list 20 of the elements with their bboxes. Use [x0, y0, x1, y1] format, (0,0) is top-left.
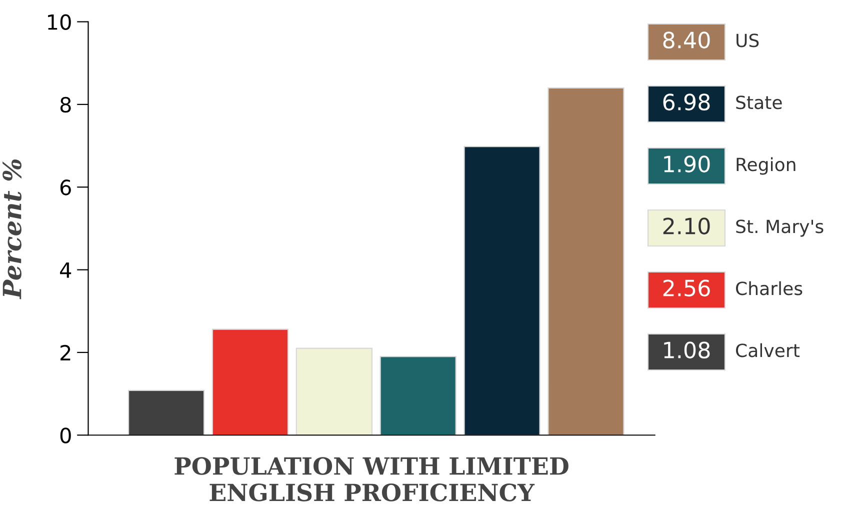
y-tick-label: 6 — [60, 180, 71, 196]
y-axis-title: Percent % — [2, 160, 22, 300]
legend-label: St. Mary's — [736, 220, 824, 237]
text: 8.40 — [663, 32, 710, 48]
text: 1.90 — [664, 156, 710, 172]
legend-label: Region — [736, 157, 796, 175]
y-tick-label: 2 — [60, 344, 70, 360]
text: 2.56 — [663, 280, 710, 296]
legend-label: Calvert — [736, 343, 800, 358]
y-tick-label: 4 — [60, 262, 72, 278]
legend-label: US — [736, 34, 759, 48]
text: 2.10 — [663, 218, 710, 234]
x-axis-title: POPULATION WITH LIMITED ENGLISH PROFICIENCY — [174, 457, 568, 502]
y-tick-label: 0 — [60, 428, 71, 444]
legend-label: State — [736, 96, 782, 110]
text: 1.08 — [664, 342, 710, 358]
y-tick-label: 10 — [48, 14, 71, 30]
text: 6.98 — [663, 94, 710, 110]
legend-label: Charles — [736, 281, 802, 296]
y-tick-label: 8 — [60, 96, 71, 113]
